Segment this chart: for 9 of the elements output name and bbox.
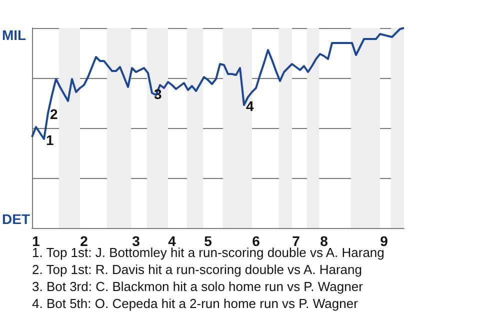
text: 2. Top 1st: R. Davis hit a run-scoring double vs A. Harang — [32, 261, 363, 278]
annotation: 2 — [50, 106, 58, 122]
annotation: 4 — [246, 98, 254, 114]
text: 4. Bot 5th: O. Cepeda hit a 2-run home run vs P. Wagner — [32, 295, 359, 312]
text: DET — [2, 211, 30, 227]
annotation: 3 — [154, 86, 162, 102]
text: MIL — [2, 27, 26, 43]
text: 3. Bot 3rd: C. Blackmon hit a solo home run vs P. Wagner — [32, 278, 364, 295]
annotation: 1 — [46, 132, 54, 148]
